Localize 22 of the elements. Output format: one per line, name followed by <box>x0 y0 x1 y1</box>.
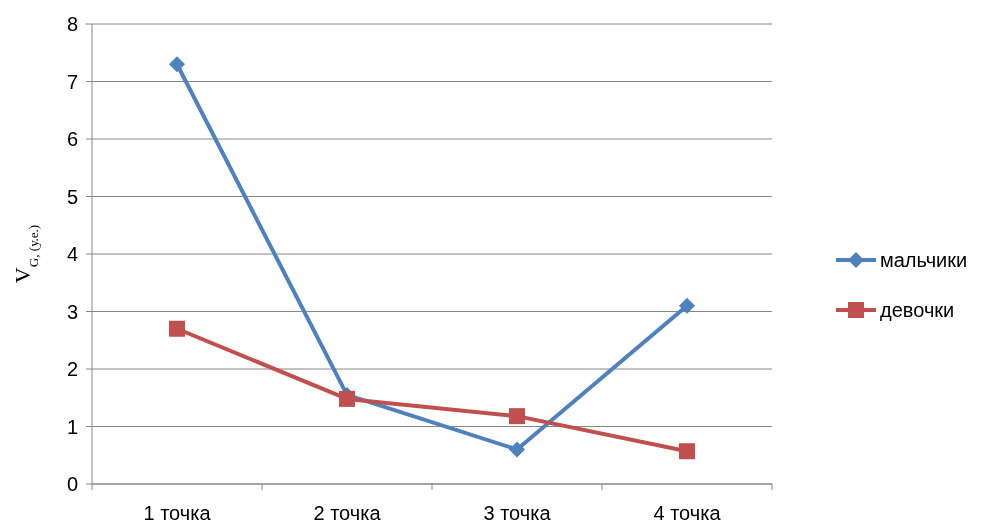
y-tick-label: 5 <box>66 185 78 208</box>
y-tick-label: 6 <box>66 128 78 150</box>
point <box>169 56 185 73</box>
y-tick-label: 3 <box>66 300 78 323</box>
point <box>509 408 525 425</box>
legend-label: девочки <box>880 299 955 321</box>
legend-label: мальчики <box>880 249 968 271</box>
y-tick-label: 0 <box>66 473 78 495</box>
x-tick-label: 3 точка <box>483 502 552 524</box>
x-tick-label: 4 точка <box>653 502 722 524</box>
point <box>339 390 355 407</box>
point <box>509 441 525 458</box>
point <box>679 297 695 314</box>
y-tick-label: 1 <box>66 415 78 438</box>
point <box>679 443 695 460</box>
x-tick-label: 2 точка <box>313 502 382 524</box>
y-tick-label: 7 <box>66 70 78 93</box>
x-tick-label: 1 точка <box>143 502 212 524</box>
point <box>169 320 185 337</box>
y-tick-label: 4 <box>66 243 78 265</box>
y-tick-label: 2 <box>66 358 78 380</box>
y-tick-label: 8 <box>66 13 78 35</box>
